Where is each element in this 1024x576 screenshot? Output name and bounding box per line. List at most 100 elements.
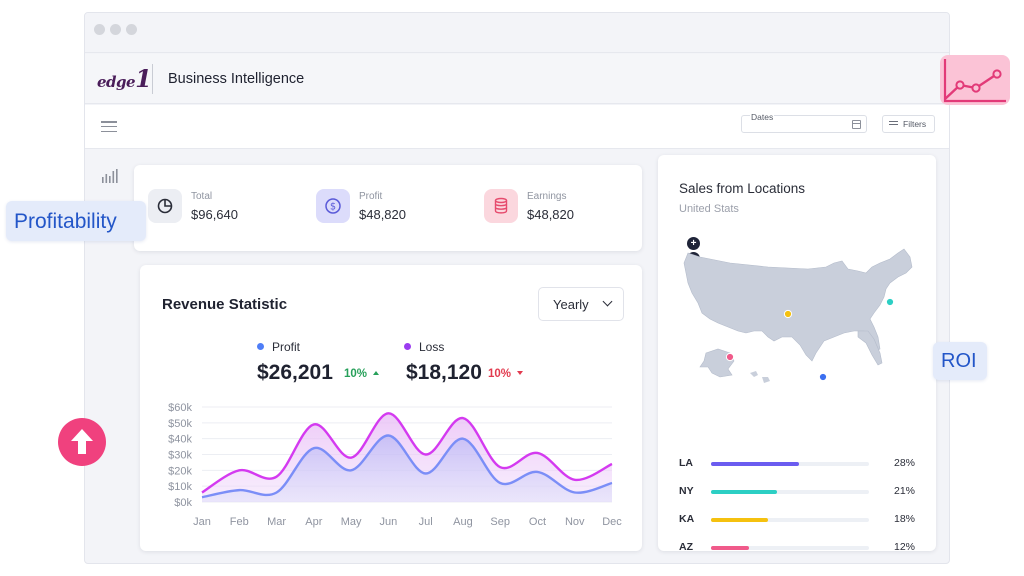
calendar-icon[interactable]	[852, 120, 861, 129]
location-row-ka: KA 18%	[679, 513, 915, 529]
location-progress-track	[711, 462, 869, 466]
florida-shape	[857, 330, 883, 366]
us-mainland-shape	[683, 248, 913, 362]
revenue-card: Revenue Statistic Yearly Profit Loss $26…	[140, 265, 642, 551]
pie-chart-icon	[157, 198, 173, 214]
window-dot-maximize[interactable]	[126, 24, 137, 35]
location-row-la: LA 28%	[679, 457, 915, 473]
y-tick-label: $40k	[168, 434, 192, 446]
trend-up-icon	[373, 371, 380, 375]
hawaii-shape	[750, 371, 770, 383]
filters-label: Filters	[903, 119, 927, 129]
stat-profit-label: Profit	[359, 191, 383, 202]
map-marker-ny[interactable]	[885, 297, 895, 307]
location-code: KA	[679, 513, 695, 525]
dates-label: Dates	[750, 112, 775, 122]
stat-earnings-value: $48,820	[527, 207, 574, 222]
arrow-up-badge	[58, 418, 106, 466]
legend-loss: Loss	[404, 340, 444, 354]
x-tick-label: Nov	[565, 516, 585, 528]
y-tick-label: $60k	[168, 402, 192, 414]
dates-input[interactable]: Dates	[741, 112, 867, 133]
profit-delta: 10%	[344, 368, 380, 380]
locations-title: Sales from Locations	[679, 181, 806, 196]
x-tick-label: Jul	[419, 516, 433, 528]
database-icon	[494, 197, 508, 214]
revenue-chart: $60k $50k $40k $30k $20k $10k $0k Jan Feb Mar Apr…	[168, 402, 622, 528]
location-percent: 21%	[893, 485, 915, 497]
locations-card: Sales from Locations United Stats + − LA…	[658, 155, 936, 553]
window-titlebar	[85, 13, 949, 53]
location-progress-fill	[711, 518, 768, 522]
y-tick-label: $50k	[168, 418, 192, 430]
loss-delta-text: 10%	[488, 368, 512, 380]
map-marker-la[interactable]	[725, 352, 735, 362]
location-progress-fill	[711, 462, 800, 466]
location-progress-track	[711, 546, 869, 550]
filters-button[interactable]: Filters	[882, 115, 935, 133]
trend-down-icon	[517, 371, 524, 375]
x-tick-label: May	[341, 516, 362, 528]
zoom-in-button[interactable]: +	[687, 237, 700, 250]
x-tick-label: Dec	[602, 516, 622, 528]
x-tick-label: Sep	[490, 516, 510, 528]
x-tick-label: Jun	[379, 516, 397, 528]
stat-earnings-icon-box	[484, 189, 518, 223]
location-row-az: AZ 12%	[679, 541, 915, 557]
map-marker-ka[interactable]	[783, 309, 793, 319]
series-line-profit	[201, 434, 613, 499]
stats-card: Total $96,640 $ Profit $48,820	[134, 165, 642, 251]
logo-number: 1	[135, 64, 152, 93]
alaska-shape	[699, 348, 735, 378]
series-line-loss	[201, 412, 613, 494]
arrow-up-icon	[71, 429, 93, 454]
x-tick-label: Jan	[193, 516, 211, 528]
legend-profit-label: Profit	[272, 340, 301, 354]
profit-value: $26,201	[257, 361, 333, 384]
stat-earnings-label: Earnings	[527, 191, 567, 202]
filter-sliders-icon	[889, 121, 898, 128]
location-percent: 12%	[893, 541, 915, 553]
y-tick-label: $20k	[168, 465, 192, 477]
svg-text:$: $	[330, 202, 336, 213]
x-tick-label: Feb	[230, 516, 249, 528]
us-map[interactable]	[658, 227, 936, 397]
y-tick-label: $0k	[174, 497, 192, 509]
line-chart-icon	[943, 59, 1006, 103]
window-dot-close[interactable]	[94, 24, 105, 35]
bar-chart-icon[interactable]	[101, 169, 121, 183]
app-header: edge1 Business Intelligence	[85, 54, 949, 104]
stat-profit-value: $48,820	[359, 207, 406, 222]
chevron-down-icon	[602, 296, 613, 307]
stat-total-label: Total	[191, 191, 213, 202]
area-profit	[202, 435, 612, 502]
roi-tag: ROI	[933, 342, 987, 380]
location-percent: 18%	[893, 513, 915, 525]
trend-line-badge	[940, 55, 1010, 105]
legend-profit: Profit	[257, 340, 300, 354]
header-divider	[152, 64, 153, 94]
location-row-ny: NY 21%	[679, 485, 915, 501]
profit-delta-text: 10%	[344, 368, 368, 380]
toolbar: Dates Filters	[85, 105, 949, 149]
logo-text: edge	[97, 73, 136, 91]
app-title: Business Intelligence	[168, 71, 305, 87]
x-tick-label: Apr	[305, 516, 322, 528]
map-marker-az[interactable]	[818, 372, 828, 382]
app-window: edge1 Business Intelligence Dates Filter…	[84, 12, 950, 564]
period-select[interactable]: Yearly	[538, 287, 624, 321]
x-tick-label: Oct	[529, 516, 546, 528]
locations-subtitle: United Stats	[679, 203, 739, 215]
location-progress-track	[711, 518, 869, 522]
legend-profit-dot	[257, 343, 264, 350]
revenue-title: Revenue Statistic	[162, 296, 288, 313]
y-tick-label: $10k	[168, 481, 192, 493]
window-dot-minimize[interactable]	[110, 24, 121, 35]
location-code: NY	[679, 485, 694, 497]
legend-loss-dot	[404, 343, 411, 350]
loss-delta: 10%	[488, 368, 524, 380]
edge1-logo[interactable]: edge1	[97, 64, 152, 93]
stat-total-value: $96,640	[191, 207, 238, 222]
hamburger-menu-icon[interactable]	[101, 121, 117, 133]
period-select-value: Yearly	[553, 297, 589, 312]
